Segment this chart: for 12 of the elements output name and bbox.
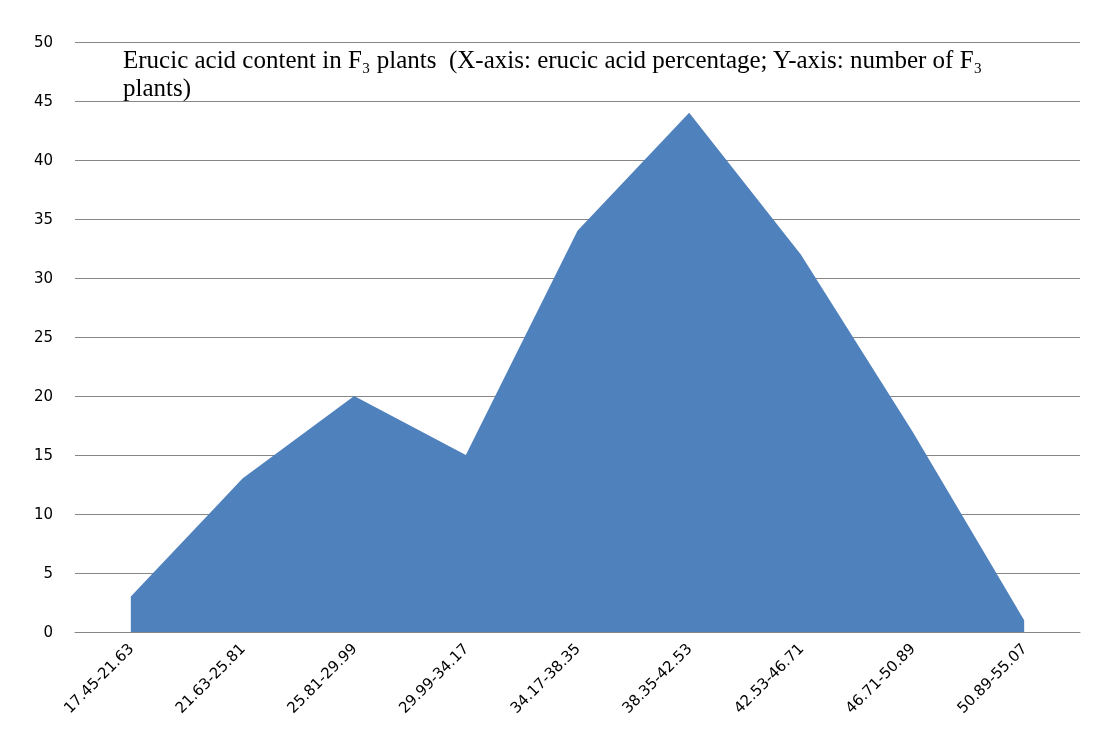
y-tick-label: 5 [43,564,53,582]
y-tick-label: 10 [33,505,53,523]
y-tick-label: 50 [33,33,53,51]
y-tick-label: 40 [33,151,53,169]
y-tick-label: 15 [33,446,53,464]
text: Erucic acid content in F₃ plants (X-axis: erucic acid percentage; Y-axis: number of F₃ plants) [123,45,989,102]
y-tick-label: 45 [33,92,53,110]
y-tick-label: 0 [43,623,53,641]
y-tick-label: 20 [33,387,53,405]
y-tick-label: 30 [33,269,53,287]
y-tick-label: 35 [33,210,53,228]
y-tick-label: 25 [33,328,53,346]
